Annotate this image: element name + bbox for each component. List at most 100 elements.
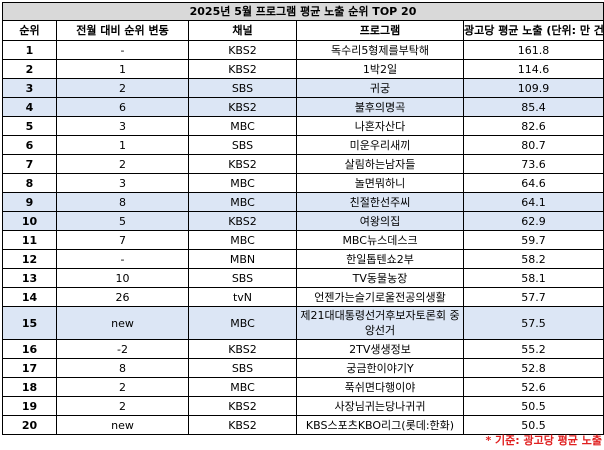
table-row: 11 7 MBC MBC뉴스데스크 59.7 — [2, 230, 604, 250]
channel-cell: KBS2 — [188, 59, 297, 79]
program-cell: 불후의명곡 — [296, 97, 464, 117]
header-change: 전월 대비 순위 변동 — [56, 20, 189, 41]
rank-cell: 13 — [2, 268, 57, 288]
channel-cell: KBS2 — [188, 40, 297, 60]
header-ad-exposure: 광고당 평균 노출 (단위: 만 건) — [462, 20, 604, 41]
header-channel: 채널 — [188, 20, 297, 41]
change-cell: 1 — [56, 135, 189, 155]
table-row: 20 new KBS2 KBS스포츠KBO리그(롯데:한화) 50.5 — [2, 415, 604, 435]
ad-exposure-cell: 55.2 — [462, 339, 604, 359]
program-cell: 푹쉬면다행이야 — [296, 377, 464, 397]
change-cell: 26 — [56, 287, 189, 307]
table-row: 3 2 SBS 귀궁 109.9 — [2, 78, 604, 98]
channel-cell: MBC — [188, 192, 297, 212]
ad-exposure-cell: 64.6 — [462, 173, 604, 193]
rank-cell: 6 — [2, 135, 57, 155]
change-cell: 8 — [56, 192, 189, 212]
ad-exposure-cell: 59.7 — [462, 230, 604, 250]
table-row: 14 26 tvN 언젠가는슬기로울전공의생활 57.7 — [2, 287, 604, 307]
table-row: 16 -2 KBS2 2TV생생정보 55.2 — [2, 339, 604, 359]
change-cell: 2 — [56, 154, 189, 174]
rank-cell: 16 — [2, 339, 57, 359]
ad-exposure-cell: 64.1 — [462, 192, 604, 212]
channel-cell: KBS2 — [188, 154, 297, 174]
rank-cell: 8 — [2, 173, 57, 193]
ad-exposure-cell: 57.7 — [462, 287, 604, 307]
rank-cell: 9 — [2, 192, 57, 212]
channel-cell: MBC — [188, 306, 297, 340]
program-cell: TV동물농장 — [296, 268, 464, 288]
channel-cell: KBS2 — [188, 396, 297, 416]
table-row: 6 1 SBS 미운우리새끼 80.7 — [2, 135, 604, 155]
table-row: 12- MBN 한일톱텐쇼2부 58.2 — [2, 249, 604, 269]
change-cell: 10 — [56, 268, 189, 288]
program-cell: KBS스포츠KBO리그(롯데:한화) — [296, 415, 464, 435]
program-cell: 제21대대통령선거후보자토론회 중앙선거 — [296, 306, 464, 340]
program-cell: 1박2일 — [296, 59, 464, 79]
rank-cell: 20 — [2, 415, 57, 435]
ad-exposure-cell: 52.6 — [462, 377, 604, 397]
change-cell: 6 — [56, 97, 189, 117]
channel-cell: MBC — [188, 173, 297, 193]
change-cell: new — [56, 415, 189, 435]
change-cell: 1 — [56, 59, 189, 79]
table-row: 17 8 SBS 궁금한이야기Y 52.8 — [2, 358, 604, 378]
footnote: * 기준: 광고당 평균 노출 — [485, 434, 602, 447]
ranking-table: 2025년 5월 프로그램 평균 노출 순위 TOP 20 순위 전월 대비 순… — [1, 2, 604, 435]
rank-cell: 5 — [2, 116, 57, 136]
rank-cell: 12 — [2, 249, 57, 269]
rank-cell: 4 — [2, 97, 57, 117]
ad-exposure-cell: 109.9 — [462, 78, 604, 98]
change-cell: 3 — [56, 173, 189, 193]
program-cell: 사장님귀는당나귀귀 — [296, 396, 464, 416]
program-cell: 살림하는남자들 — [296, 154, 464, 174]
table-row: 19 2 KBS2 사장님귀는당나귀귀 50.5 — [2, 396, 604, 416]
header-program: 프로그램 — [296, 20, 464, 41]
change-cell: new — [56, 306, 189, 340]
ad-exposure-cell: 62.9 — [462, 211, 604, 231]
rank-cell: 18 — [2, 377, 57, 397]
rank-cell: 14 — [2, 287, 57, 307]
program-cell: 나혼자산다 — [296, 116, 464, 136]
header-row: 순위 전월 대비 순위 변동 채널 프로그램 광고당 평균 노출 (단위: 만 … — [2, 20, 604, 41]
program-cell: 놀면뭐하니 — [296, 173, 464, 193]
ad-exposure-cell: 57.5 — [462, 306, 604, 340]
change-cell: 3 — [56, 116, 189, 136]
program-cell: 독수리5형제를부탁해 — [296, 40, 464, 60]
table-row: 18 2 MBC 푹쉬면다행이야 52.6 — [2, 377, 604, 397]
channel-cell: MBC — [188, 230, 297, 250]
program-cell: 2TV생생정보 — [296, 339, 464, 359]
rank-cell: 3 — [2, 78, 57, 98]
table-row: 9 8 MBC 친절한선주씨 64.1 — [2, 192, 604, 212]
ad-exposure-cell: 161.8 — [462, 40, 604, 60]
channel-cell: KBS2 — [188, 211, 297, 231]
table-row: 13 10 SBS TV동물농장 58.1 — [2, 268, 604, 288]
table-row: 4 6 KBS2 불후의명곡 85.4 — [2, 97, 604, 117]
change-cell: 2 — [56, 396, 189, 416]
channel-cell: MBC — [188, 116, 297, 136]
ad-exposure-cell: 50.5 — [462, 396, 604, 416]
ad-exposure-cell: 82.6 — [462, 116, 604, 136]
program-cell: 한일톱텐쇼2부 — [296, 249, 464, 269]
ad-exposure-cell: 52.8 — [462, 358, 604, 378]
rank-cell: 15 — [2, 306, 57, 340]
rank-cell: 1 — [2, 40, 57, 60]
change-cell: 5 — [56, 211, 189, 231]
channel-cell: SBS — [188, 268, 297, 288]
change-cell: - — [56, 40, 189, 60]
rank-cell: 11 — [2, 230, 57, 250]
table-row: 1- KBS2 독수리5형제를부탁해 161.8 — [2, 40, 604, 60]
change-cell: 7 — [56, 230, 189, 250]
table-row: 2 1 KBS2 1박2일 114.6 — [2, 59, 604, 79]
program-cell: 귀궁 — [296, 78, 464, 98]
ranking-table-container: 2025년 5월 프로그램 평균 노출 순위 TOP 20 순위 전월 대비 순… — [1, 2, 604, 435]
channel-cell: KBS2 — [188, 97, 297, 117]
program-cell: 친절한선주씨 — [296, 192, 464, 212]
rank-cell: 2 — [2, 59, 57, 79]
ad-exposure-cell: 58.2 — [462, 249, 604, 269]
table-row: 7 2 KBS2 살림하는남자들 73.6 — [2, 154, 604, 174]
channel-cell: SBS — [188, 135, 297, 155]
ad-exposure-cell: 73.6 — [462, 154, 604, 174]
ad-exposure-cell: 85.4 — [462, 97, 604, 117]
channel-cell: MBN — [188, 249, 297, 269]
